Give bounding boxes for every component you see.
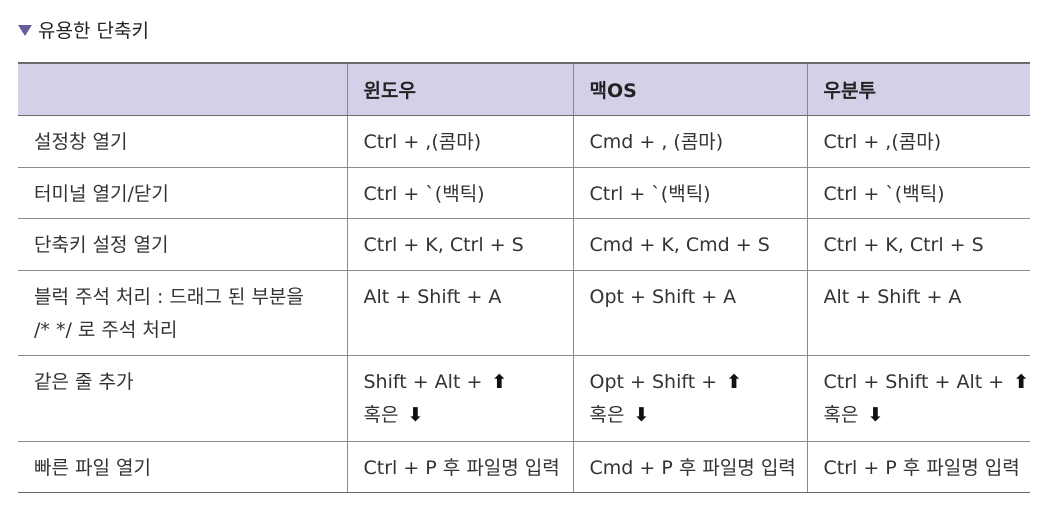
cell-ubuntu: Ctrl + P 후 파일명 입력 (806, 441, 1030, 493)
cell-mac: Cmd + K, Cmd + S (572, 218, 807, 271)
shortcut-line: Ctrl + Shift + Alt + ⬆ (824, 366, 1031, 399)
cell-action-line: /* */ 로 주석 처리 (34, 318, 178, 341)
cell-ubuntu: Ctrl + K, Ctrl + S (806, 218, 1030, 271)
table-row: 단축키 설정 열기 Ctrl + K, Ctrl + S Cmd + K, Cm… (18, 218, 1030, 271)
cell-action-line: 블럭 주석 처리 : 드래그 된 부분을 (34, 285, 304, 308)
cell-action: 터미널 열기/닫기 (18, 167, 347, 219)
shortcut-text: Ctrl + Shift + Alt + (823, 370, 1005, 393)
table-row: 터미널 열기/닫기 Ctrl + `(백틱) Ctrl + `(백틱) Ctrl… (18, 167, 1030, 219)
table-header-row: 윈도우 맥OS 우분투 (18, 62, 1030, 116)
shortcut-line: Shift + Alt + ⬆ (364, 366, 573, 399)
column-header-ubuntu: 우분투 (806, 62, 1030, 116)
section-heading-text: 유용한 단축키 (38, 19, 149, 42)
cell-action: 빠른 파일 열기 (18, 441, 347, 493)
cell-windows: Shift + Alt + ⬆ 혹은 ⬇ (346, 355, 573, 442)
section-heading: 유용한 단축키 (18, 14, 149, 44)
cell-ubuntu: Ctrl + Shift + Alt + ⬆ 혹은 ⬇ (806, 355, 1031, 442)
cell-mac: Opt + Shift + ⬆ 혹은 ⬇ (572, 355, 807, 442)
shortcut-line: 혹은 ⬇ (590, 399, 807, 432)
shortcut-line: 혹은 ⬇ (824, 399, 1031, 432)
cell-windows: Alt + Shift + A (346, 270, 573, 356)
cell-windows: Ctrl + `(백틱) (346, 167, 573, 219)
table-row: 같은 줄 추가 Shift + Alt + ⬆ 혹은 ⬇ Opt + Shift… (18, 355, 1031, 442)
cell-windows: Ctrl + P 후 파일명 입력 (346, 441, 573, 493)
cell-mac: Cmd + , (콤마) (572, 115, 807, 168)
cell-windows: Ctrl + K, Ctrl + S (346, 218, 573, 271)
shortcut-line: Opt + Shift + ⬆ (590, 366, 807, 399)
or-text: 혹은 (589, 403, 625, 426)
shortcuts-table: 윈도우 맥OS 우분투 설정창 열기 Ctrl + ,(콤마) Cmd + , … (18, 62, 1030, 493)
cell-ubuntu: Ctrl + ,(콤마) (806, 115, 1030, 168)
down-arrow-icon: ⬇ (867, 403, 884, 426)
up-arrow-icon: ⬆ (491, 370, 508, 393)
cell-ubuntu: Ctrl + `(백틱) (806, 167, 1030, 219)
down-arrow-icon: ⬇ (407, 403, 424, 426)
down-arrow-icon: ⬇ (633, 403, 650, 426)
shortcut-text: Opt + Shift + (589, 370, 718, 393)
cell-action: 단축키 설정 열기 (18, 218, 347, 271)
or-text: 혹은 (823, 403, 859, 426)
column-header-windows: 윈도우 (346, 62, 573, 116)
column-header-action (18, 62, 347, 116)
cell-mac: Cmd + P 후 파일명 입력 (572, 441, 807, 493)
cell-action: 같은 줄 추가 (18, 355, 347, 442)
or-text: 혹은 (363, 403, 399, 426)
cell-windows: Ctrl + ,(콤마) (346, 115, 573, 168)
table-row: 설정창 열기 Ctrl + ,(콤마) Cmd + , (콤마) Ctrl + … (18, 115, 1030, 168)
cell-ubuntu: Alt + Shift + A (806, 270, 1030, 356)
up-arrow-icon: ⬆ (1013, 370, 1030, 393)
table-row: 빠른 파일 열기 Ctrl + P 후 파일명 입력 Cmd + P 후 파일명… (18, 441, 1030, 493)
triangle-down-icon (18, 24, 32, 36)
shortcut-line: 혹은 ⬇ (364, 399, 573, 432)
table-row: 블럭 주석 처리 : 드래그 된 부분을 /* */ 로 주석 처리 Alt +… (18, 270, 1030, 356)
cell-mac: Ctrl + `(백틱) (572, 167, 807, 219)
up-arrow-icon: ⬆ (726, 370, 743, 393)
cell-mac: Opt + Shift + A (572, 270, 807, 356)
cell-action: 블럭 주석 처리 : 드래그 된 부분을 /* */ 로 주석 처리 (18, 270, 347, 356)
cell-action: 설정창 열기 (18, 115, 347, 168)
column-header-mac: 맥OS (572, 62, 807, 116)
shortcut-text: Shift + Alt + (363, 370, 483, 393)
